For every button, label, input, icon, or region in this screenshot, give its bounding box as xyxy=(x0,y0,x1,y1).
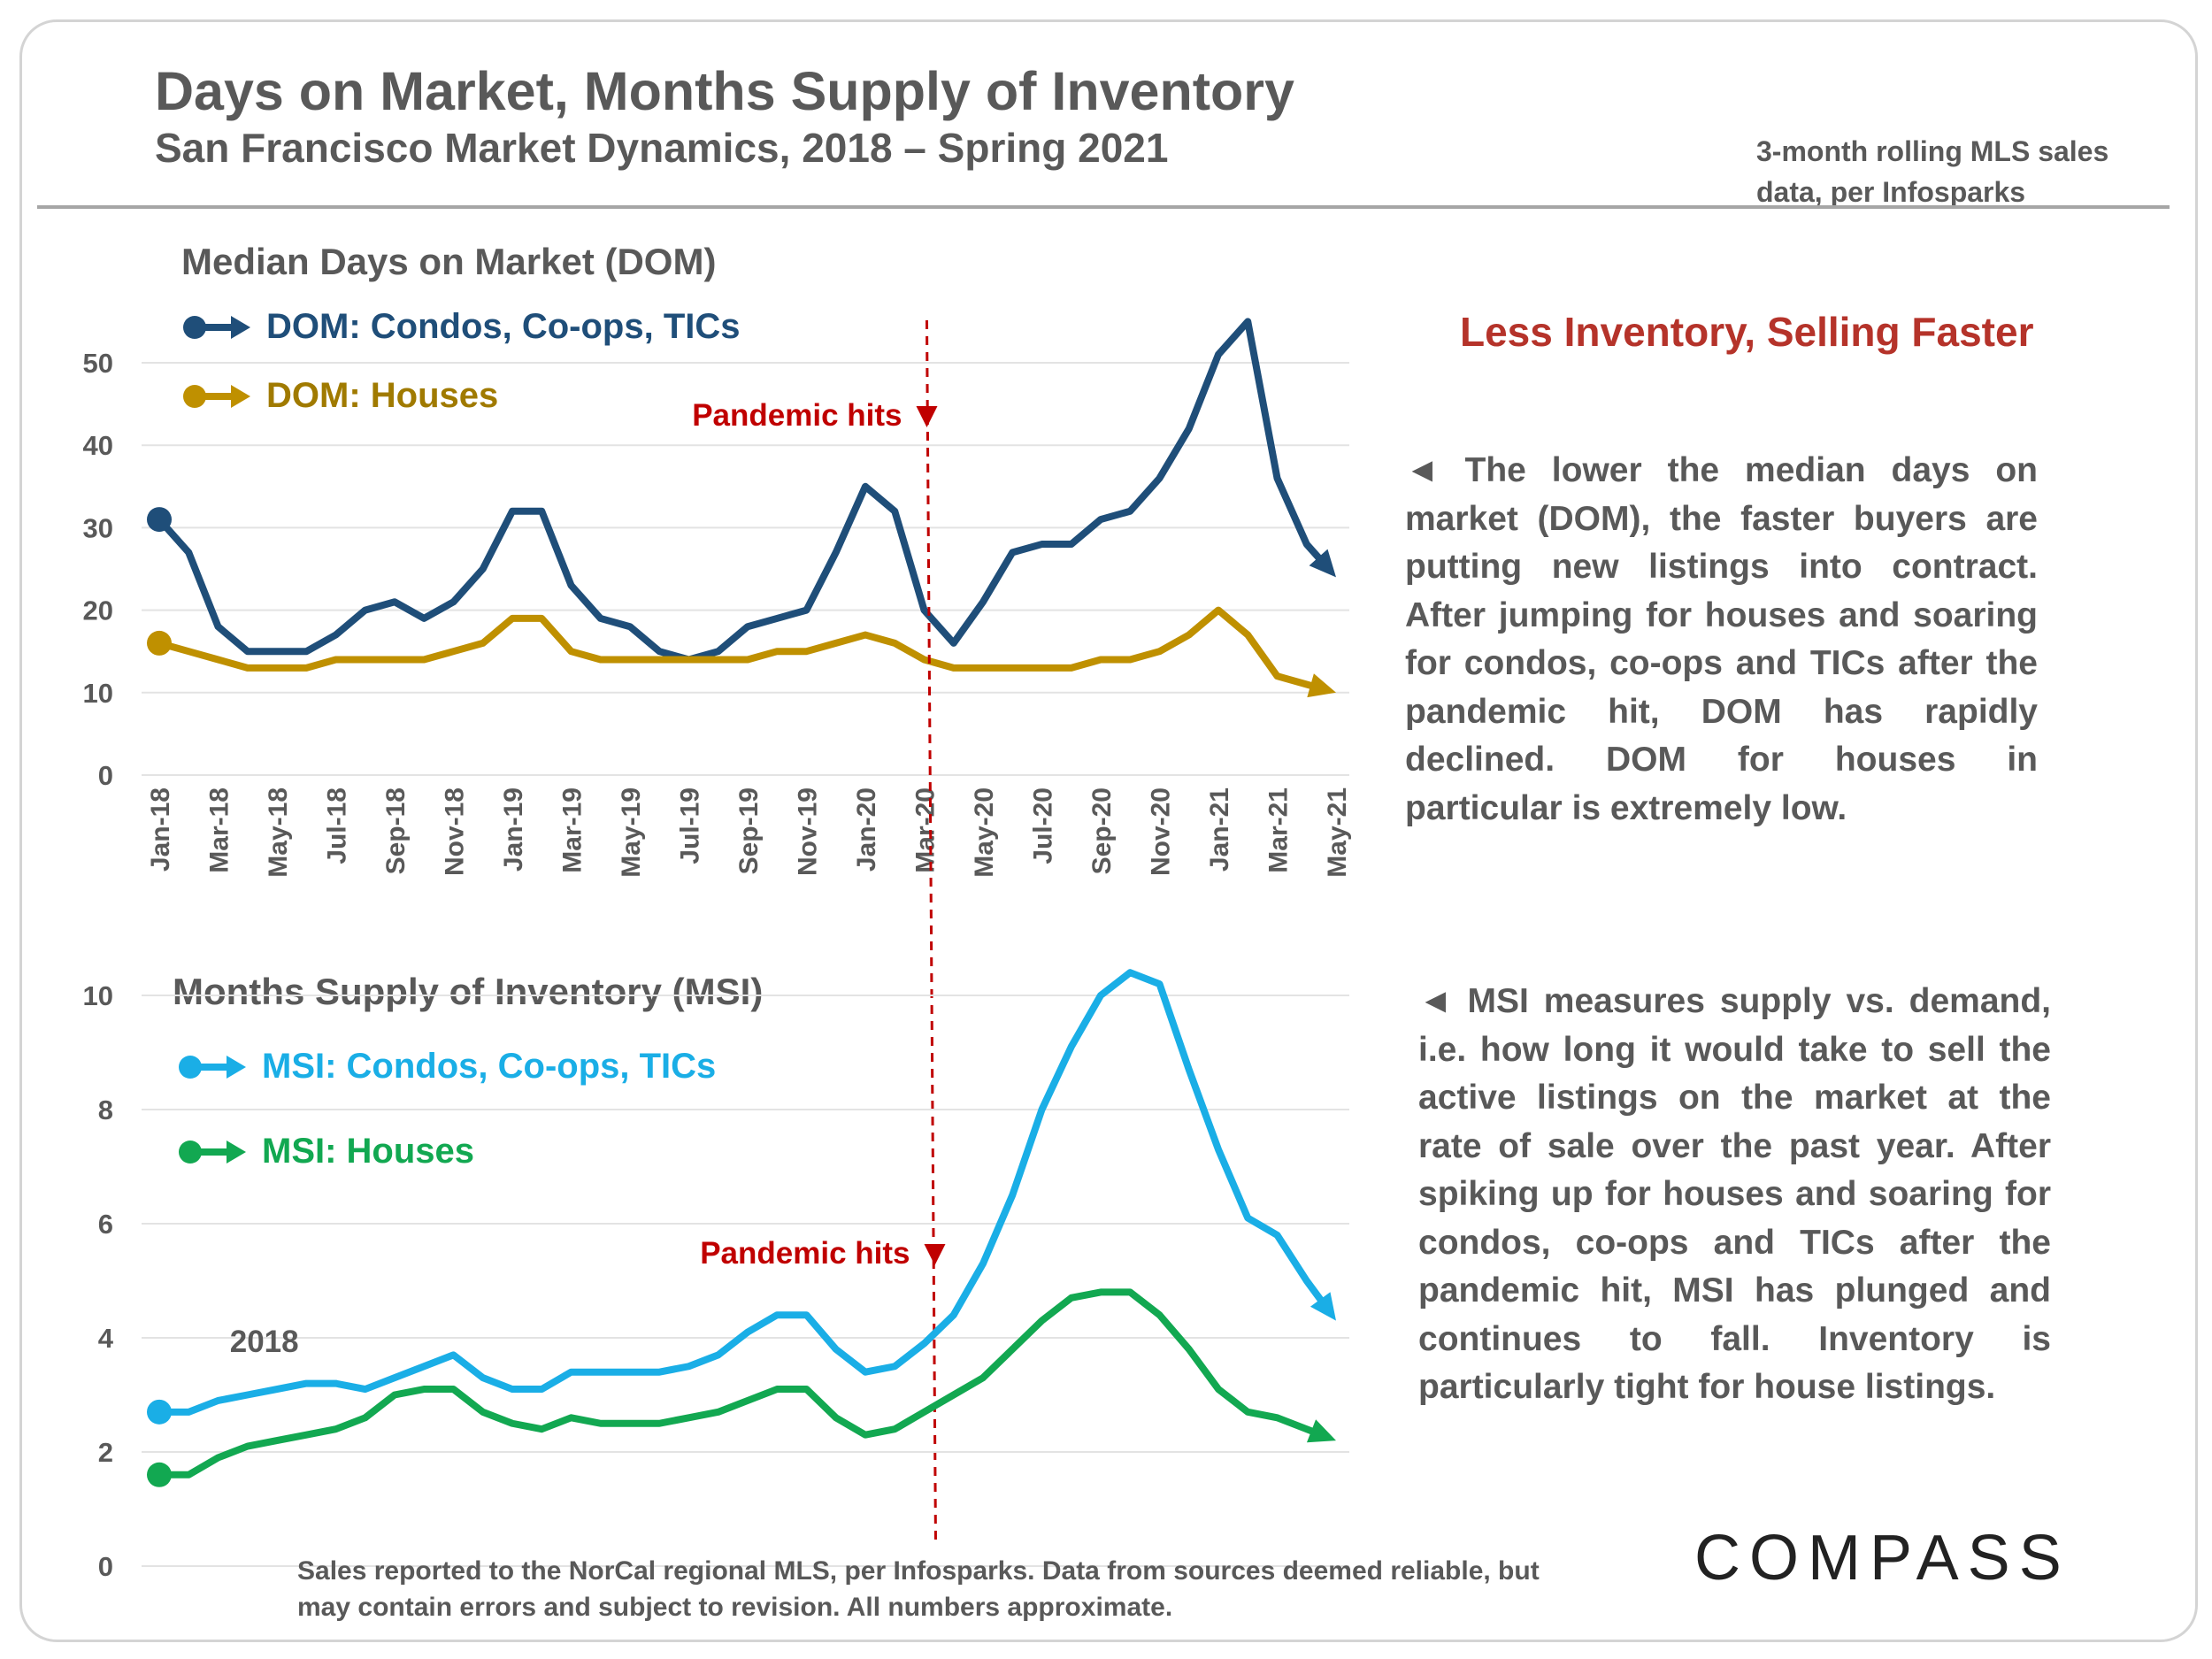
x-tick-label: Nov-19 xyxy=(794,787,823,876)
page-subtitle: San Francisco Market Dynamics, 2018 – Sp… xyxy=(155,125,1169,171)
page-title: Days on Market, Months Supply of Invento… xyxy=(155,61,1294,121)
series-line xyxy=(156,1288,1325,1479)
dom-chart: 0 10 20 30 40 50 Jan-18 Mar-18 May-18 Jul-18 Sep-1… xyxy=(83,318,1352,878)
y-tick-label: 0 xyxy=(98,760,113,791)
legend-arrow-icon xyxy=(179,1140,246,1164)
series-start-dot xyxy=(147,1399,172,1425)
legend-label: MSI: Houses xyxy=(262,1132,475,1171)
series-start-dot xyxy=(147,1462,172,1487)
series-start-dot xyxy=(147,507,172,533)
y-tick-label: 20 xyxy=(83,595,113,626)
legend-msi-condo: MSI: Condos, Co-ops, TICs xyxy=(177,1047,716,1087)
series-end-arrow xyxy=(1309,549,1336,578)
x-tick-label: Mar-19 xyxy=(558,787,588,873)
y-tick-label: 6 xyxy=(98,1209,113,1240)
msi-chart-title: Months Supply of Inventory (MSI) xyxy=(173,971,764,1012)
x-tick-label: Jul-19 xyxy=(676,787,705,864)
x-tick-label: Mar-20 xyxy=(911,787,941,873)
x-tick-label: Sep-20 xyxy=(1087,787,1117,874)
pandemic-annotation: Pandemic hits xyxy=(700,1236,910,1271)
legend-label: DOM: Condos, Co-ops, TICs xyxy=(266,307,741,346)
x-tick-label: Mar-21 xyxy=(1264,787,1294,873)
y-tick-label: 2 xyxy=(98,1437,113,1468)
series-end-arrow xyxy=(1310,1292,1336,1321)
legend-dom-condo: DOM: Condos, Co-ops, TICs xyxy=(181,307,741,347)
x-tick-label: Jul-20 xyxy=(1029,787,1058,864)
msi-chart: 0 2 4 6 8 10 Pandemic hits 2018 xyxy=(83,969,1349,1582)
dom-explanation: ◄ The lower the median days on market (D… xyxy=(1405,451,2038,827)
y-tick-label: 10 xyxy=(83,678,113,709)
series-line xyxy=(156,606,1325,692)
series-end-arrow xyxy=(1307,673,1336,698)
insight-heading: Less Inventory, Selling Faster xyxy=(1460,309,2034,355)
pandemic-annotation: Pandemic hits xyxy=(692,398,902,433)
y-tick-label: 0 xyxy=(98,1551,113,1582)
footnote: Sales reported to the NorCal regional ML… xyxy=(297,1556,1540,1622)
series-start-dot xyxy=(147,630,172,656)
legend-label: DOM: Houses xyxy=(266,376,499,415)
legend-arrow-icon xyxy=(183,384,250,408)
year-annotation: 2018 xyxy=(230,1325,299,1359)
x-tick-label: Sep-18 xyxy=(381,787,411,874)
x-tick-label: May-19 xyxy=(617,787,646,878)
x-tick-label: Nov-18 xyxy=(441,787,470,876)
x-tick-label: Jan-21 xyxy=(1205,787,1234,872)
legend-dom-house: DOM: Houses xyxy=(181,376,498,416)
x-tick-label: May-18 xyxy=(264,787,293,878)
series-end-arrow xyxy=(1306,1419,1336,1443)
x-tick-label: Mar-18 xyxy=(205,787,234,873)
y-tick-label: 30 xyxy=(83,512,113,543)
y-tick-label: 40 xyxy=(83,430,113,461)
x-tick-label: Jul-18 xyxy=(323,787,352,864)
pandemic-arrow-icon xyxy=(924,1244,946,1265)
y-tick-label: 8 xyxy=(98,1094,113,1125)
y-tick-label: 10 xyxy=(83,980,113,1011)
x-tick-label: May-20 xyxy=(970,787,999,878)
dom-chart-title: Median Days on Market (DOM) xyxy=(181,241,717,282)
x-tick-label: Jan-20 xyxy=(852,787,881,872)
source-note: 3-month rolling MLS sales data, per Info… xyxy=(1756,135,2109,208)
x-tick-label: Sep-19 xyxy=(734,787,764,874)
series-line xyxy=(156,318,1330,664)
legend-msi-house: MSI: Houses xyxy=(177,1132,474,1171)
pandemic-divider-line xyxy=(926,319,937,1545)
header-divider xyxy=(37,205,2170,209)
compass-logo: COMPASS xyxy=(1694,1523,2070,1594)
x-tick-label: Jan-18 xyxy=(146,787,175,872)
x-tick-label: May-21 xyxy=(1323,787,1352,878)
slide-frame xyxy=(19,19,2198,1642)
msi-explanation: ◄ MSI measures supply vs. demand, i.e. h… xyxy=(1418,982,2051,1406)
x-tick-label: Jan-19 xyxy=(499,787,528,872)
y-tick-label: 50 xyxy=(83,348,113,379)
series-line xyxy=(156,969,1331,1416)
legend-label: MSI: Condos, Co-ops, TICs xyxy=(262,1047,717,1086)
legend-arrow-icon xyxy=(183,315,250,339)
legend-arrow-icon xyxy=(179,1055,246,1079)
x-tick-label: Nov-20 xyxy=(1147,787,1176,876)
y-tick-label: 4 xyxy=(98,1323,114,1354)
